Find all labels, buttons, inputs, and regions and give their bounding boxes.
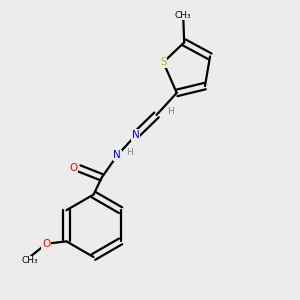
Text: O: O [69, 164, 77, 173]
Text: CH₃: CH₃ [175, 11, 192, 20]
Text: O: O [42, 239, 50, 249]
Text: N: N [132, 130, 140, 140]
Text: H: H [126, 148, 133, 158]
Text: N: N [113, 150, 121, 160]
Text: S: S [160, 57, 167, 67]
Text: H: H [167, 107, 174, 116]
Text: CH₃: CH₃ [21, 256, 38, 265]
